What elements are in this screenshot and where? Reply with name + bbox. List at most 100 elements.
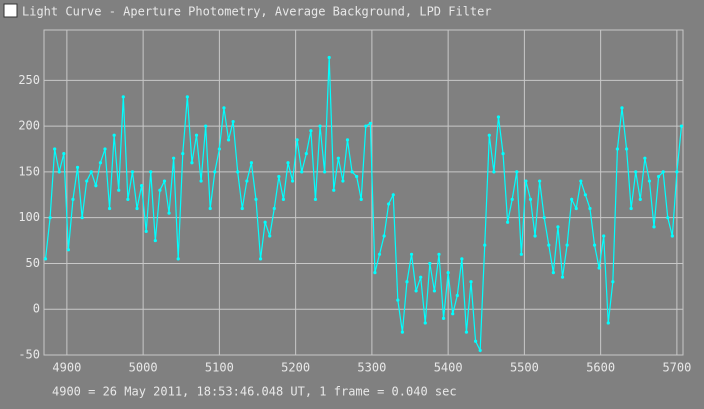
data-point: [263, 220, 267, 224]
data-point: [359, 197, 363, 201]
data-point: [336, 156, 340, 160]
data-point: [396, 298, 400, 302]
data-point: [547, 243, 551, 247]
data-point: [327, 55, 331, 60]
data-point: [240, 206, 244, 211]
data-point: [446, 271, 450, 275]
data-point: [588, 206, 592, 211]
data-point: [167, 211, 171, 215]
data-point: [140, 184, 144, 188]
data-point: [666, 216, 670, 220]
data-point: [149, 170, 153, 174]
data-point: [162, 179, 167, 183]
data-point: [190, 161, 194, 165]
data-point: [373, 271, 377, 275]
data-point: [323, 170, 327, 174]
data-point: [496, 115, 501, 119]
data-point: [213, 170, 217, 174]
data-point: [226, 138, 231, 142]
data-point: [661, 170, 665, 174]
data-point: [185, 95, 189, 99]
data-point: [382, 234, 386, 238]
data-point: [281, 197, 286, 201]
data-point: [85, 179, 89, 183]
data-line: [44, 57, 683, 353]
footer-note: 4900 = 26 May 2011, 18:53:46.048 UT, 1 f…: [52, 385, 457, 399]
data-point: [620, 106, 624, 110]
data-point: [309, 129, 313, 133]
x-tick-label: 4900: [52, 361, 81, 375]
data-point: [615, 147, 620, 151]
data-point: [533, 234, 537, 238]
data-point: [350, 170, 354, 174]
data-point: [231, 119, 235, 124]
data-point: [592, 243, 597, 247]
x-tick-label: 5000: [129, 361, 158, 375]
data-point: [478, 348, 482, 353]
data-point: [249, 161, 254, 165]
data-point: [48, 216, 52, 220]
x-tick-label: 5400: [434, 361, 463, 375]
data-point: [428, 261, 432, 266]
data-point: [419, 275, 423, 279]
data-point: [53, 147, 57, 151]
data-point: [199, 179, 203, 183]
data-point: [652, 225, 656, 229]
data-point: [75, 165, 80, 169]
data-point: [432, 289, 437, 293]
y-tick-label: -50: [18, 348, 40, 362]
data-point: [455, 293, 459, 298]
x-tick-label: 5100: [205, 361, 234, 375]
data-point: [400, 330, 404, 334]
window-icon[interactable]: [3, 3, 18, 18]
data-point: [460, 257, 464, 261]
data-point: [551, 271, 555, 275]
y-tick-label: 100: [18, 210, 40, 224]
data-point: [245, 179, 249, 183]
x-tick-label: 5600: [586, 361, 615, 375]
x-tick-label: 5700: [662, 361, 691, 375]
data-point: [345, 138, 350, 142]
data-point: [670, 234, 674, 238]
data-point: [675, 170, 679, 174]
data-point: [492, 170, 496, 174]
data-point: [341, 179, 345, 183]
data-point: [643, 156, 647, 160]
data-point: [597, 266, 601, 270]
data-point: [377, 252, 382, 256]
data-point: [107, 206, 112, 211]
data-point: [236, 170, 240, 174]
data-point: [387, 202, 391, 206]
data-point: [679, 124, 684, 128]
data-point: [565, 243, 569, 247]
data-point: [204, 124, 208, 128]
x-tick-label: 5500: [510, 361, 539, 375]
data-point: [414, 289, 418, 293]
data-point: [656, 174, 661, 179]
data-point: [153, 238, 157, 243]
data-point: [624, 147, 629, 151]
data-point: [409, 252, 414, 256]
data-point: [437, 252, 441, 256]
data-point: [121, 95, 125, 99]
data-point: [144, 229, 148, 234]
data-point: [117, 188, 121, 192]
data-point: [126, 197, 130, 201]
data-point: [579, 179, 583, 183]
window-title: Light Curve - Aperture Photometry, Avera…: [22, 5, 492, 19]
data-point: [332, 188, 336, 192]
data-point: [66, 248, 71, 252]
data-point: [103, 147, 107, 151]
data-point: [524, 179, 528, 183]
data-point: [295, 138, 299, 142]
data-point: [80, 216, 84, 220]
data-point: [112, 133, 116, 137]
y-tick-label: 50: [26, 256, 40, 270]
data-point: [71, 197, 75, 201]
data-point: [172, 156, 176, 160]
data-point: [217, 147, 221, 151]
data-point: [570, 197, 574, 201]
data-point: [574, 206, 578, 211]
data-point: [300, 170, 304, 174]
data-point: [98, 161, 103, 165]
